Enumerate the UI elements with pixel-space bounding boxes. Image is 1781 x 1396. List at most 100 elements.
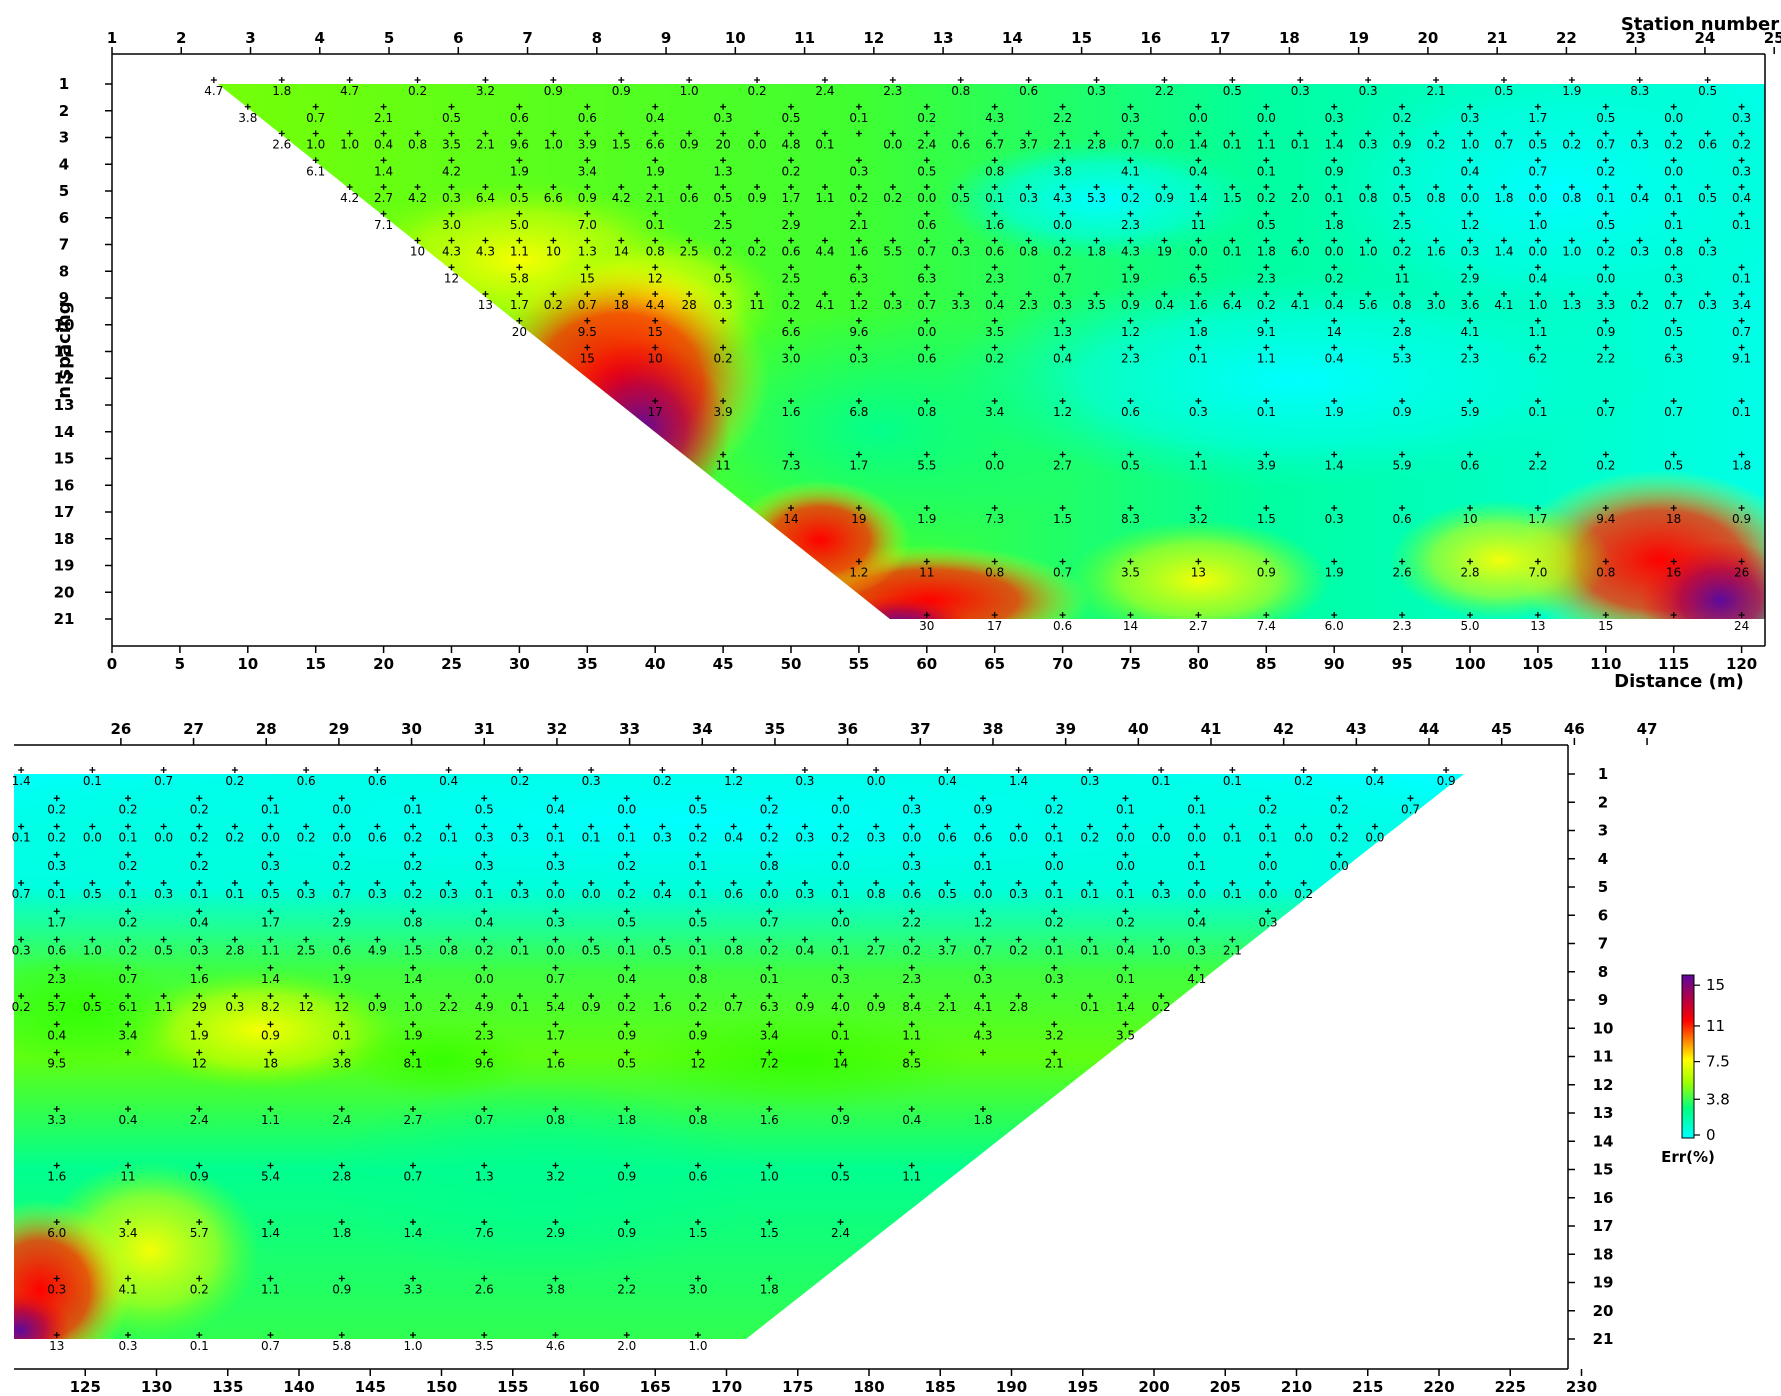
data-value-label: 0.0 xyxy=(917,325,936,339)
data-point-marker xyxy=(1263,264,1270,271)
data-point-marker xyxy=(196,993,203,999)
data-value-label: 0.3 xyxy=(154,887,173,901)
data-value-label: 1.8 xyxy=(1189,325,1208,339)
data-value-label: 3.4 xyxy=(578,164,597,178)
data-value-label: 2.9 xyxy=(332,915,351,929)
data-value-label: 0.2 xyxy=(1258,802,1277,816)
data-point-marker xyxy=(1059,612,1066,618)
data-point-marker xyxy=(1738,398,1745,404)
data-value-label: 11 xyxy=(1394,271,1409,285)
data-point-marker xyxy=(160,936,167,943)
n-spacing-tick-label: 21 xyxy=(54,610,75,628)
data-point-marker xyxy=(448,157,455,164)
data-point-marker xyxy=(1015,880,1022,886)
data-point-marker xyxy=(623,1049,630,1056)
data-value-label: 0.1 xyxy=(1116,887,1135,901)
data-value-label: 2.5 xyxy=(781,271,800,285)
data-point-marker xyxy=(380,103,387,110)
data-point-marker xyxy=(1059,291,1066,297)
distance-tick-label: 100 xyxy=(1454,655,1485,673)
data-point-marker xyxy=(1122,880,1129,886)
data-point-marker xyxy=(1467,264,1473,271)
data-value-label: 0.0 xyxy=(546,887,565,901)
data-value-label: 7.4 xyxy=(1257,619,1276,633)
data-point-marker xyxy=(338,851,345,858)
data-point-marker xyxy=(923,558,930,565)
data-point-marker xyxy=(766,1162,773,1169)
data-point-marker xyxy=(482,184,489,190)
data-point-marker xyxy=(1704,237,1711,244)
top-data-points: 4.7 1.8 4.7 0.2 3.2 0.9 0.9 1.0 0.2 2.4 2.3 0.8 0.6 0… xyxy=(204,77,1751,633)
data-point-marker xyxy=(855,398,862,404)
data-point-marker xyxy=(1738,291,1745,297)
data-point-marker xyxy=(414,77,421,83)
data-value-label: 0.8 xyxy=(408,138,427,152)
data-point-marker xyxy=(1500,77,1507,83)
distance-tick-label: 185 xyxy=(925,1378,956,1396)
data-value-label: 1.8 xyxy=(1325,218,1344,232)
data-point-marker xyxy=(338,964,345,971)
colorbar-tick-label: 3.8 xyxy=(1706,1090,1730,1108)
data-point-marker xyxy=(1229,184,1236,190)
data-point-marker xyxy=(267,1162,274,1169)
data-value-label: 0.0 xyxy=(1189,111,1208,125)
data-value-label: 0.1 xyxy=(1187,802,1206,816)
data-point-marker xyxy=(1399,210,1406,217)
n-spacing-tick-label: 12 xyxy=(1593,1076,1614,1094)
data-value-label: 0.0 xyxy=(1009,831,1028,845)
distance-tick-label: 145 xyxy=(355,1378,386,1396)
data-value-label: 1.8 xyxy=(272,84,291,98)
data-point-marker xyxy=(980,1049,986,1056)
data-value-label: 2.8 xyxy=(1460,566,1479,580)
data-point-marker xyxy=(516,880,523,886)
data-value-label: 2.6 xyxy=(1393,566,1412,580)
data-value-label: 0.6 xyxy=(688,1170,707,1184)
data-value-label: 7.0 xyxy=(1528,566,1547,580)
distance-tick-label: 120 xyxy=(1726,655,1757,673)
data-point-marker xyxy=(1636,130,1643,137)
data-point-marker xyxy=(957,184,964,190)
data-point-marker xyxy=(1738,344,1745,351)
data-value-label: 1.9 xyxy=(332,972,351,986)
data-point-marker xyxy=(1704,291,1711,297)
data-point-marker xyxy=(1122,823,1129,830)
data-point-marker xyxy=(1399,451,1406,458)
data-value-label: 6.3 xyxy=(917,271,936,285)
data-value-label: 0.2 xyxy=(781,164,800,178)
data-point-marker xyxy=(1263,317,1270,324)
data-value-label: 0.1 xyxy=(1325,191,1344,205)
data-value-label: 9.6 xyxy=(849,325,868,339)
data-value-label: 0.4 xyxy=(1116,944,1135,958)
station-tick-label: 27 xyxy=(183,720,204,738)
data-value-label: 6.8 xyxy=(849,405,868,419)
data-value-label: 0.3 xyxy=(475,831,494,845)
data-value-label: 0.3 xyxy=(1732,164,1751,178)
data-point-marker xyxy=(1122,908,1129,915)
data-point-marker xyxy=(695,936,701,943)
data-point-marker xyxy=(618,291,625,297)
data-point-marker xyxy=(482,237,489,244)
data-point-marker xyxy=(1195,210,1202,217)
data-value-label: 0.5 xyxy=(510,191,529,205)
data-value-label: 0.2 xyxy=(1294,774,1313,788)
data-point-marker xyxy=(1399,291,1406,297)
data-value-label: 2.5 xyxy=(1393,218,1412,232)
data-point-marker xyxy=(821,184,828,190)
data-value-label: 1.3 xyxy=(578,245,597,259)
data-point-marker xyxy=(1534,157,1541,164)
data-value-label: 0.2 xyxy=(475,944,494,958)
data-value-label: 0.7 xyxy=(1664,405,1683,419)
data-value-label: 0.1 xyxy=(47,887,66,901)
data-value-label: 2.0 xyxy=(1291,191,1310,205)
distance-tick-label: 35 xyxy=(577,655,598,673)
data-point-marker xyxy=(623,823,630,830)
data-point-marker xyxy=(481,964,488,971)
data-point-marker xyxy=(652,344,659,351)
data-point-marker xyxy=(908,1049,915,1056)
data-point-marker xyxy=(1297,184,1304,190)
data-point-marker xyxy=(1738,157,1745,164)
data-point-marker xyxy=(1127,264,1134,271)
data-value-label: 0.9 xyxy=(332,1283,351,1297)
distance-tick-label: 135 xyxy=(212,1378,243,1396)
data-point-marker xyxy=(1500,237,1507,244)
